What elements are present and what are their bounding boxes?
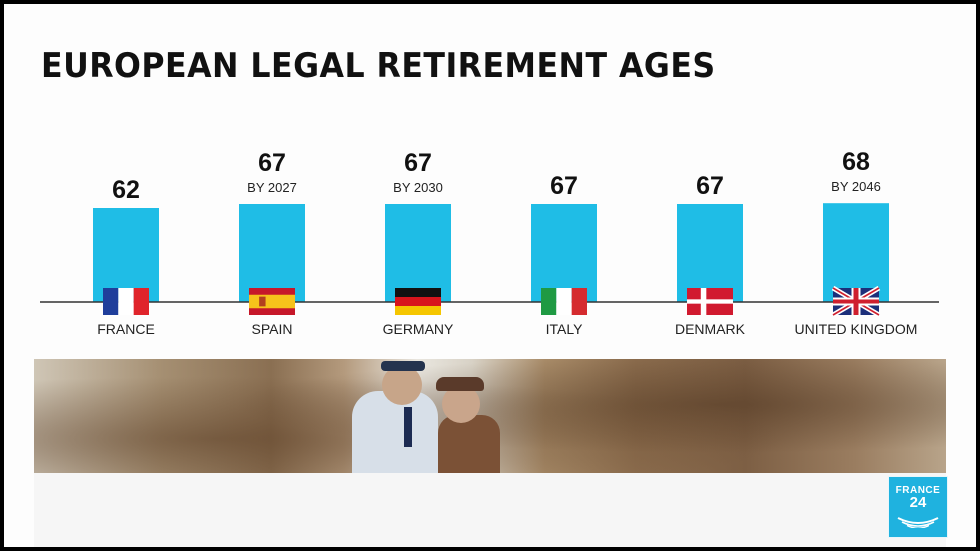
value-label-spain: 67 <box>258 149 286 177</box>
chart-frame: EUROPEAN LEGAL RETIREMENT AGES 62 FRANCE 6… <box>4 4 976 547</box>
note-label-united-kingdom: BY 2046 <box>831 179 881 194</box>
denmark-flag-icon <box>687 288 733 315</box>
elderly-men-photo <box>34 359 946 473</box>
chart-title: EUROPEAN LEGAL RETIREMENT AGES <box>41 46 716 86</box>
value-label-denmark: 67 <box>696 172 724 200</box>
uk-flag-icon <box>831 285 881 318</box>
italy-flag-icon <box>541 288 587 315</box>
france24-logo: FRANCE 24 <box>888 476 948 538</box>
lower-band <box>34 473 946 547</box>
spain-flag-icon <box>249 288 295 315</box>
bar-italy <box>531 204 597 302</box>
value-label-united-kingdom: 68 <box>842 148 870 176</box>
bar-france <box>93 208 159 302</box>
bar-germany <box>385 204 451 302</box>
category-label-spain: SPAIN <box>252 321 293 337</box>
bar-united-kingdom <box>823 203 889 302</box>
category-label-denmark: DENMARK <box>675 321 746 337</box>
value-label-france: 62 <box>112 176 140 204</box>
category-label-united-kingdom: UNITED KINGDOM <box>795 321 918 337</box>
category-label-italy: ITALY <box>546 321 583 337</box>
value-label-italy: 67 <box>550 172 578 200</box>
note-label-spain: BY 2027 <box>247 180 297 195</box>
logo-waves-icon <box>897 517 939 528</box>
logo-text-france: FRANCE <box>895 485 941 496</box>
value-label-germany: 67 <box>404 149 432 177</box>
bar-chart: 62 FRANCE 67 BY 2027 SPAIN 67 BY 2030 GERMANY 67… <box>40 148 939 337</box>
logo-text-24: 24 <box>909 494 927 511</box>
category-label-germany: GERMANY <box>383 321 454 337</box>
category-label-france: FRANCE <box>97 321 155 337</box>
bar-denmark <box>677 204 743 302</box>
germany-flag-icon <box>395 288 441 315</box>
france-flag-icon <box>103 288 149 315</box>
bar-spain <box>239 204 305 302</box>
note-label-germany: BY 2030 <box>393 180 443 195</box>
